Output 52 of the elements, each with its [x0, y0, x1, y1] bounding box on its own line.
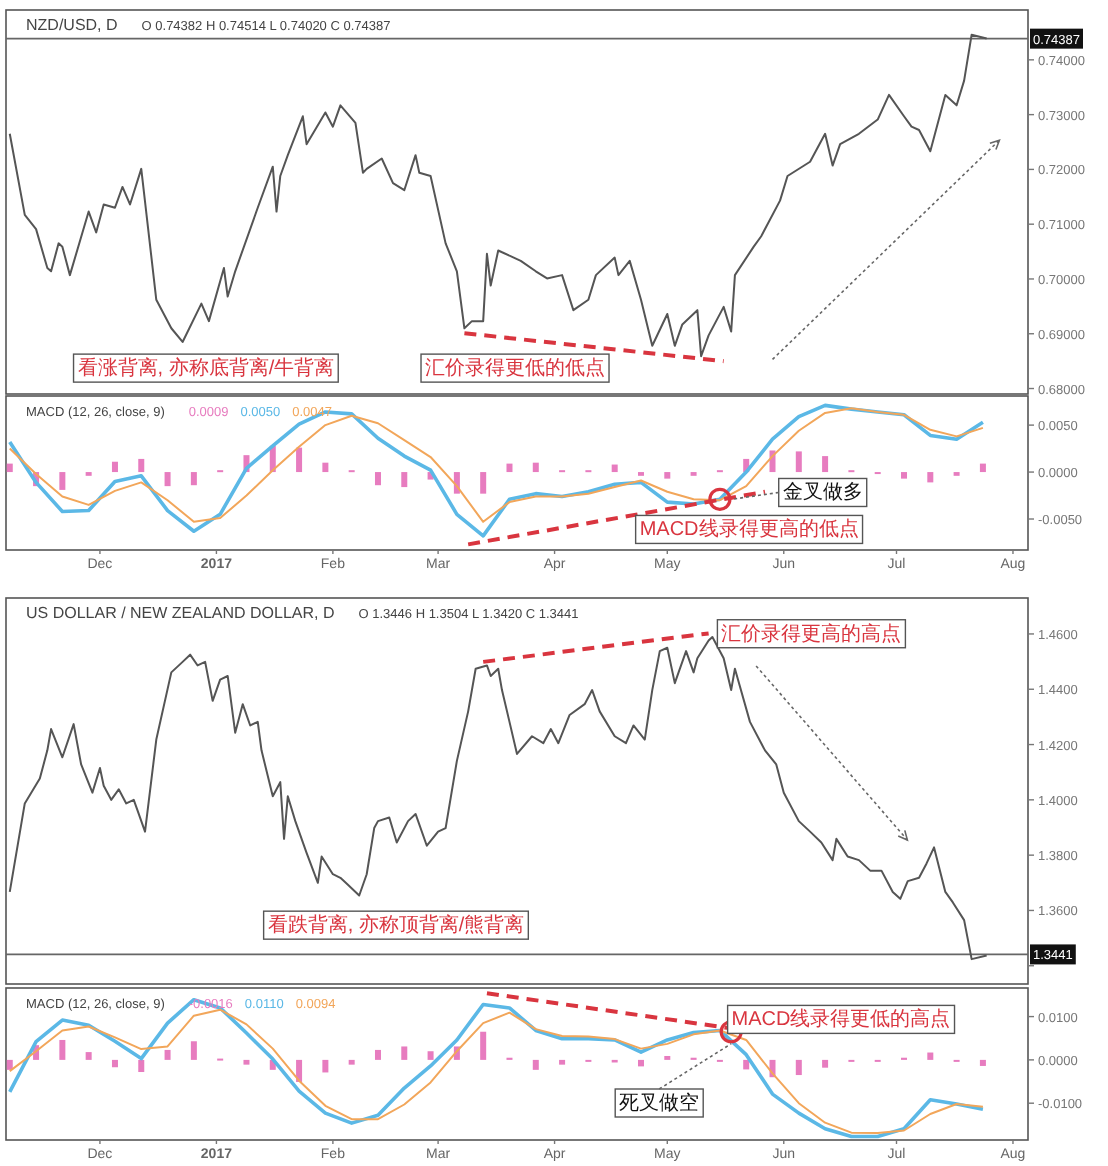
bar — [532, 462, 539, 473]
bar — [348, 1059, 355, 1065]
chart-title: US DOLLAR / NEW ZEALAND DOLLAR, D — [26, 604, 335, 622]
bar — [795, 451, 802, 473]
bar — [164, 472, 171, 487]
annotation: 看跌背离, 亦称顶背离/熊背离 — [267, 913, 525, 938]
bar — [138, 458, 145, 473]
bar — [795, 1059, 802, 1076]
bar — [59, 1039, 66, 1060]
bar — [822, 1059, 829, 1068]
bar — [480, 472, 487, 494]
bar — [927, 472, 934, 483]
bar — [59, 472, 66, 490]
bar — [637, 1059, 644, 1067]
bar — [401, 472, 408, 488]
bar — [190, 1041, 197, 1060]
annotation: 金叉做多 — [782, 480, 863, 505]
bar — [901, 472, 908, 479]
annotation: 死叉做空 — [619, 1091, 700, 1115]
bar — [401, 1046, 408, 1060]
bar — [979, 1059, 986, 1066]
bar — [979, 463, 986, 473]
annotation: MACD线录得更低的高点 — [731, 1007, 951, 1032]
bar — [480, 1031, 487, 1060]
bar — [243, 1059, 250, 1065]
bar — [164, 1049, 171, 1060]
bar — [559, 1059, 566, 1065]
bar — [85, 1052, 92, 1060]
bar — [374, 472, 381, 486]
annotation: 汇价录得更高的高点 — [721, 621, 902, 646]
annotation: 看涨背离, 亦称底背离/牛背离 — [77, 356, 335, 381]
bar — [190, 472, 197, 486]
bar — [664, 472, 671, 479]
bar — [111, 461, 118, 473]
annotation: MACD线录得更高的低点 — [639, 517, 859, 542]
annotation: 汇价录得更低的低点 — [425, 356, 606, 381]
bar — [532, 1059, 539, 1070]
bar — [322, 1059, 329, 1073]
bar — [138, 1059, 145, 1073]
bar — [743, 1059, 750, 1070]
bar — [111, 1059, 118, 1068]
bar — [822, 456, 829, 473]
bar — [506, 463, 513, 473]
bar — [296, 447, 303, 473]
bar — [611, 464, 618, 473]
bar — [374, 1049, 381, 1060]
bar — [322, 462, 329, 473]
bar — [6, 463, 13, 473]
chart-title: NZD/USD, D — [26, 16, 118, 34]
bar — [427, 1051, 434, 1060]
bar — [927, 1052, 934, 1060]
bar — [6, 1059, 13, 1070]
